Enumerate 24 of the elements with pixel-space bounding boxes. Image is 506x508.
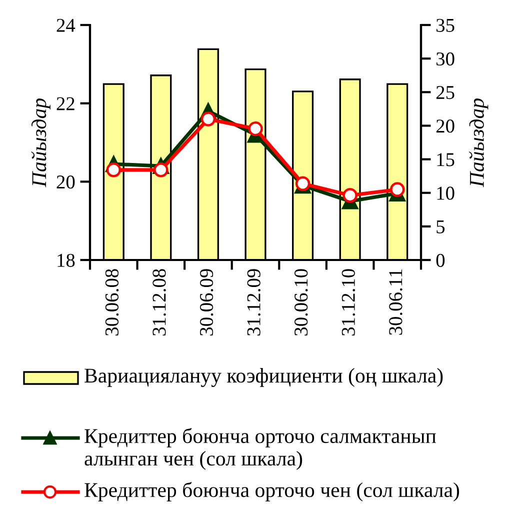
y2-tick-label: 30 [436,52,454,66]
legend-label: Вариациялануу коэфициенти (оң шкала) [84,368,443,387]
x-tick-label: 30.06.10 [294,269,308,336]
y2-tick-label: 25 [436,86,454,100]
y2-tick-label: 35 [436,18,454,32]
y2-tick-label: 20 [436,120,454,133]
x-tick-label: 31.12.09 [247,269,260,336]
y-axis-title: Пайыздар [31,98,50,188]
y2-tick-label: 0 [436,254,445,267]
x-tick-label: 30.06.11 [389,270,402,335]
y-tick-label: 22 [56,97,74,110]
y-tick-label: 24 [56,18,76,32]
y-tick-label: 18 [58,254,75,267]
y2-tick-label: 15 [437,153,454,166]
y2-tick-label: 10 [437,186,454,200]
legend-label: Кредиттер боюнча орточо чен (сол шкала) [84,482,460,502]
y2-tick-label: 5 [436,220,445,234]
x-tick-label: 31.12.08 [152,269,166,336]
y-tick-label: 20 [56,175,75,189]
x-tick-label: 30.06.09 [200,269,214,336]
x-tick-label: 30.06.08 [105,269,119,336]
y2-axis-title: Пайыздар [468,98,488,188]
x-tick-label: 31.12.10 [342,269,356,336]
legend-label: Кредиттер боюнча орточо салмактанып алынган чен (сол шкала) [84,428,436,470]
